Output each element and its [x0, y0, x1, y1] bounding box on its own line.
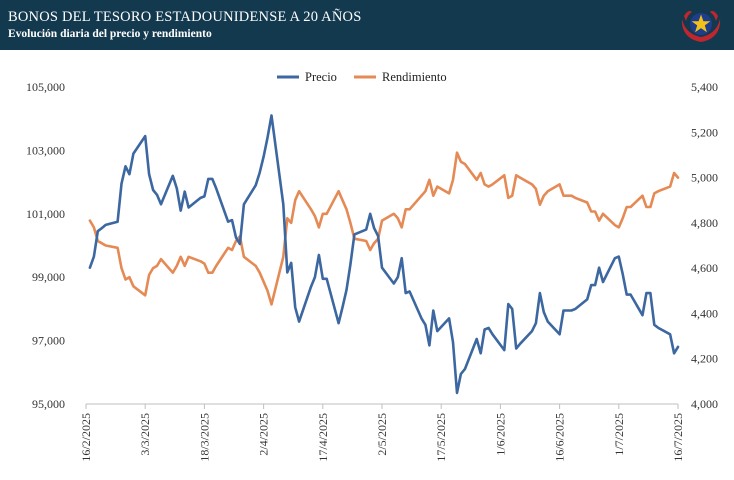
y-axis-right: 4,000 4,200 4,400 4,600 4,800 5,000 5,200 5,400 [691, 80, 718, 411]
chart-title: BONOS DEL TESORO ESTADOUNIDENSE A 20 AÑO… [8, 9, 362, 25]
x-tick-label: 3/3/2025 [138, 413, 152, 456]
x-tick-label: 17/5/2025 [434, 413, 448, 462]
y-axis-left: 95,000 97,000 99,000 101,000 103,000 105,000 [26, 80, 65, 411]
y-right-tick-label: 4,800 [691, 216, 718, 230]
x-axis: 16/2/2025 3/3/2025 18/3/2025 2/4/2025 17/4/2… [79, 404, 685, 462]
x-tick-label: 2/4/2025 [257, 413, 271, 456]
series-layer [88, 114, 680, 395]
x-tick-label: 16/2/2025 [79, 413, 93, 462]
chart-header: BONOS DEL TESORO ESTADOUNIDENSE A 20 AÑO… [0, 0, 734, 50]
y-left-tick-label: 101,000 [26, 207, 65, 221]
y-right-tick-label: 4,000 [691, 397, 718, 411]
y-left-tick-label: 105,000 [26, 80, 65, 94]
y-right-tick-label: 5,400 [691, 80, 718, 94]
y-right-tick-label: 4,200 [691, 352, 718, 366]
y-right-tick-label: 4,600 [691, 261, 718, 275]
y-right-tick-label: 5,000 [691, 171, 718, 185]
y-left-tick-label: 103,000 [26, 143, 65, 157]
y-right-tick-label: 4,400 [691, 306, 718, 320]
y-right-tick-label: 5,200 [691, 125, 718, 139]
x-tick-label: 1/6/2025 [493, 413, 507, 456]
line-chart: Precio Rendimiento 95,000 97,000 99,000 101… [26, 70, 718, 462]
x-tick-label: 1/7/2025 [612, 413, 626, 456]
y-left-tick-label: 99,000 [32, 270, 65, 284]
legend: Precio Rendimiento [277, 70, 447, 84]
x-tick-label: 17/4/2025 [316, 413, 330, 462]
chart-subtitle: Evolución diaria del precio y rendimient… [8, 28, 212, 40]
y-left-tick-label: 97,000 [32, 334, 65, 348]
x-tick-label: 16/7/2025 [671, 413, 685, 462]
series-line-precio [88, 114, 680, 395]
legend-label-rendimiento: Rendimiento [382, 70, 447, 84]
legend-label-precio: Precio [305, 70, 337, 84]
emblem-logo [681, 11, 721, 42]
x-tick-label: 18/3/2025 [197, 413, 211, 462]
x-tick-label: 16/6/2025 [553, 413, 567, 462]
x-tick-label: 2/5/2025 [375, 413, 389, 456]
y-left-tick-label: 95,000 [32, 397, 65, 411]
series-line-rendimiento [88, 151, 680, 306]
